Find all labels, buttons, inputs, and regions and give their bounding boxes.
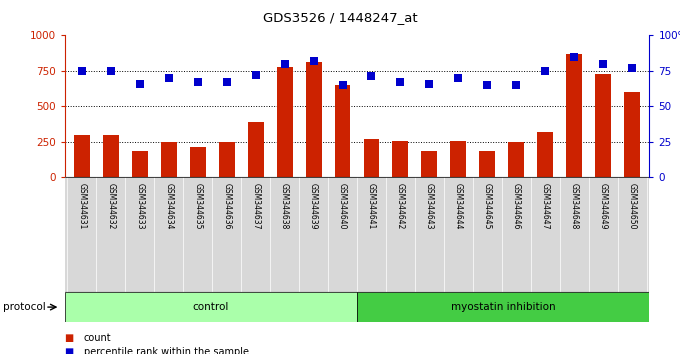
Text: protocol: protocol <box>3 302 46 312</box>
Text: GSM344643: GSM344643 <box>425 183 434 229</box>
Text: GSM344632: GSM344632 <box>107 183 116 229</box>
Bar <box>392 141 409 177</box>
Text: GSM344631: GSM344631 <box>78 183 86 229</box>
Bar <box>305 62 322 177</box>
Bar <box>277 67 292 177</box>
Bar <box>248 122 264 177</box>
Bar <box>566 54 582 177</box>
Text: GSM344635: GSM344635 <box>193 183 202 229</box>
Point <box>308 58 319 64</box>
Text: GSM344644: GSM344644 <box>454 183 463 229</box>
Point <box>511 82 522 88</box>
Text: GSM344637: GSM344637 <box>251 183 260 229</box>
Point <box>135 81 146 86</box>
Point <box>598 61 609 67</box>
Bar <box>103 135 119 177</box>
Bar <box>357 292 649 322</box>
Text: GDS3526 / 1448247_at: GDS3526 / 1448247_at <box>262 11 418 24</box>
Point <box>366 74 377 79</box>
Point <box>105 68 116 74</box>
Bar <box>508 142 524 177</box>
Text: GSM344633: GSM344633 <box>135 183 144 229</box>
Text: GSM344645: GSM344645 <box>483 183 492 229</box>
Text: GSM344634: GSM344634 <box>165 183 173 229</box>
Text: GSM344640: GSM344640 <box>338 183 347 229</box>
Text: GSM344647: GSM344647 <box>541 183 549 229</box>
Bar <box>335 85 350 177</box>
Point <box>540 68 551 74</box>
Text: GSM344646: GSM344646 <box>512 183 521 229</box>
Point <box>163 75 174 81</box>
Text: GSM344639: GSM344639 <box>309 183 318 229</box>
Point <box>626 65 637 71</box>
Text: GSM344636: GSM344636 <box>222 183 231 229</box>
Text: control: control <box>192 302 229 312</box>
Bar <box>132 151 148 177</box>
Text: GSM344642: GSM344642 <box>396 183 405 229</box>
Bar <box>364 139 379 177</box>
Bar <box>624 92 640 177</box>
Bar <box>65 292 357 322</box>
Text: GSM344649: GSM344649 <box>598 183 607 229</box>
Text: percentile rank within the sample: percentile rank within the sample <box>84 347 249 354</box>
Bar <box>219 142 235 177</box>
Bar <box>537 132 553 177</box>
Bar <box>190 147 206 177</box>
Point <box>568 54 579 59</box>
Text: GSM344641: GSM344641 <box>367 183 376 229</box>
Point <box>192 79 203 85</box>
Point <box>250 72 261 78</box>
Point <box>424 81 435 86</box>
Bar <box>450 141 466 177</box>
Point <box>482 82 493 88</box>
Text: ■: ■ <box>65 347 74 354</box>
Bar <box>422 151 437 177</box>
Text: GSM344650: GSM344650 <box>628 183 636 229</box>
Point <box>453 75 464 81</box>
Text: ■: ■ <box>65 333 74 343</box>
Text: GSM344638: GSM344638 <box>280 183 289 229</box>
Text: count: count <box>84 333 112 343</box>
Point <box>337 82 348 88</box>
Point <box>221 79 232 85</box>
Bar <box>595 74 611 177</box>
Bar <box>161 142 177 177</box>
Text: myostatin inhibition: myostatin inhibition <box>451 302 556 312</box>
Bar <box>74 135 90 177</box>
Bar <box>479 151 495 177</box>
Point <box>279 61 290 67</box>
Text: GSM344648: GSM344648 <box>570 183 579 229</box>
Point <box>77 68 88 74</box>
Point <box>395 79 406 85</box>
